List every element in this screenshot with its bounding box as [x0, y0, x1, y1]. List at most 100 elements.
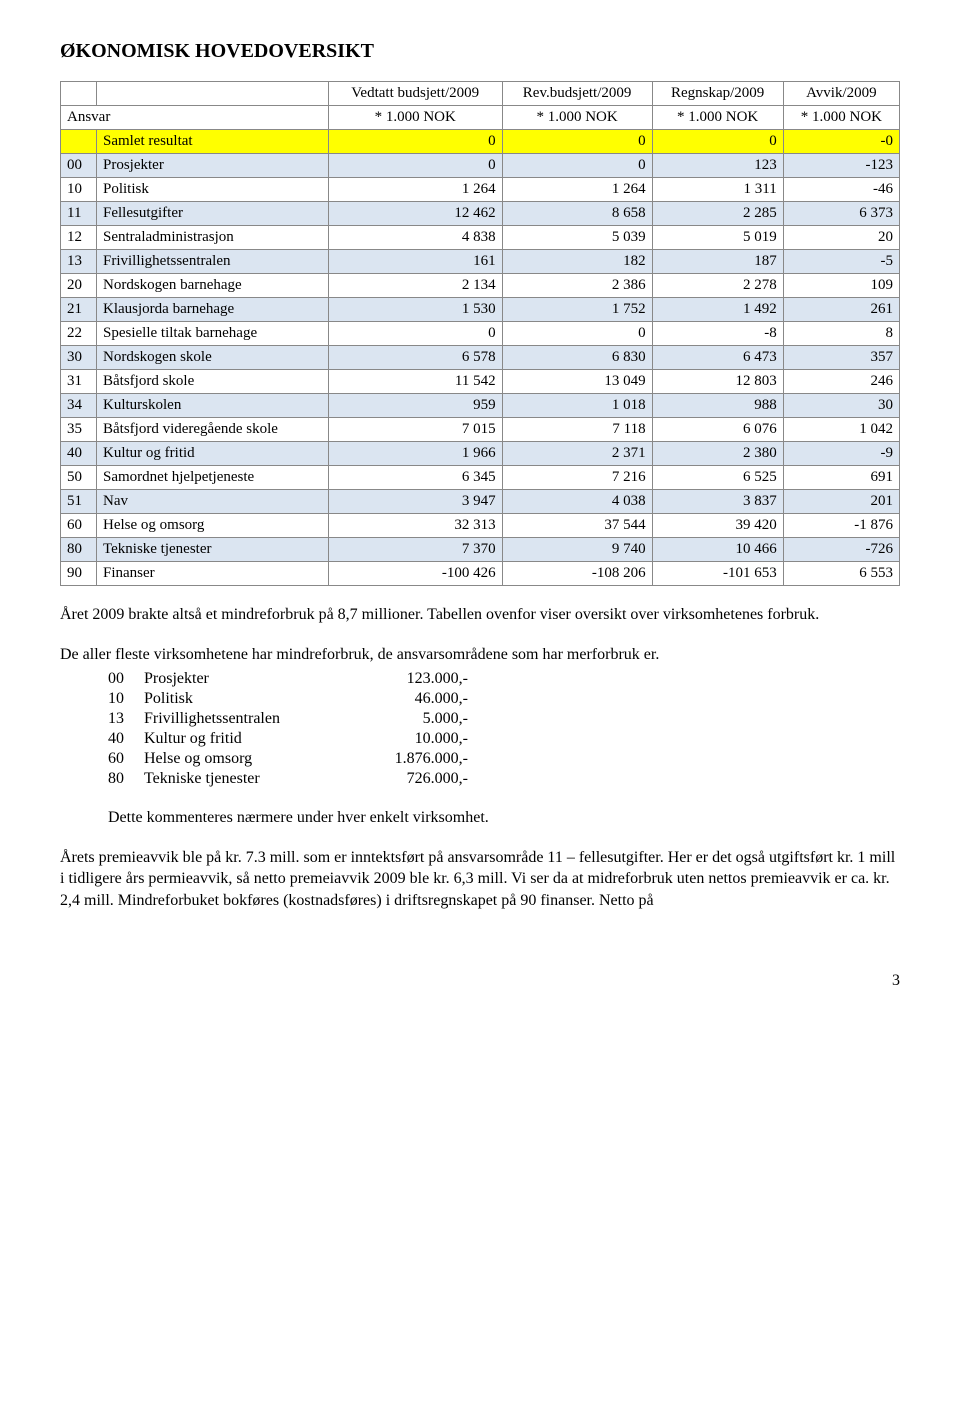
cell-rev: -108 206	[502, 562, 652, 586]
cell-code: 60	[61, 514, 97, 538]
cell-regnskap: 2 380	[652, 442, 783, 466]
cell-vedtatt: 0	[328, 154, 502, 178]
table-row: 50Samordnet hjelpetjeneste6 3457 2166 52…	[61, 466, 900, 490]
cell-rev: 13 049	[502, 370, 652, 394]
cell-regnskap: 1 492	[652, 298, 783, 322]
page-number: 3	[60, 972, 900, 990]
cell-code: 22	[61, 322, 97, 346]
cell-code: 30	[61, 346, 97, 370]
cell-label: Båtsfjord skole	[97, 370, 329, 394]
table-row: 60Helse og omsorg32 31337 54439 420-1 87…	[61, 514, 900, 538]
overrun-amount: 123.000,-	[364, 669, 474, 689]
cell-label: Samlet resultat	[97, 130, 329, 154]
cell-avvik: 6 373	[783, 202, 899, 226]
cell-rev: 1 752	[502, 298, 652, 322]
overrun-code: 00	[108, 669, 144, 689]
cell-regnskap: 123	[652, 154, 783, 178]
cell-code: 13	[61, 250, 97, 274]
th-blank1	[61, 82, 97, 106]
table-row: 10Politisk1 2641 2641 311-46	[61, 178, 900, 202]
cell-vedtatt: 32 313	[328, 514, 502, 538]
cell-vedtatt: 11 542	[328, 370, 502, 394]
cell-avvik: 246	[783, 370, 899, 394]
economic-overview-table: Vedtatt budsjett/2009 Rev.budsjett/2009 …	[60, 81, 900, 586]
cell-rev: 7 118	[502, 418, 652, 442]
cell-regnskap: 12 803	[652, 370, 783, 394]
cell-regnskap: 10 466	[652, 538, 783, 562]
cell-code: 34	[61, 394, 97, 418]
th-unit3: * 1.000 NOK	[328, 106, 502, 130]
overrun-code: 40	[108, 729, 144, 749]
table-row: 80Tekniske tjenester7 3709 74010 466-726	[61, 538, 900, 562]
cell-rev: 37 544	[502, 514, 652, 538]
cell-label: Sentraladministrasjon	[97, 226, 329, 250]
overrun-name: Prosjekter	[144, 669, 364, 689]
cell-label: Politisk	[97, 178, 329, 202]
cell-vedtatt: 2 134	[328, 274, 502, 298]
th-ansvar: Ansvar	[61, 106, 329, 130]
cell-vedtatt: 959	[328, 394, 502, 418]
table-row: 40Kultur og fritid1 9662 3712 380-9	[61, 442, 900, 466]
overrun-name: Frivillighetssentralen	[144, 709, 364, 729]
table-row: Samlet resultat000-0	[61, 130, 900, 154]
cell-label: Prosjekter	[97, 154, 329, 178]
cell-avvik: -726	[783, 538, 899, 562]
cell-code: 12	[61, 226, 97, 250]
overrun-amount: 5.000,-	[364, 709, 474, 729]
cell-regnskap: 988	[652, 394, 783, 418]
table-row: 12Sentraladministrasjon4 8385 0395 01920	[61, 226, 900, 250]
cell-regnskap: -8	[652, 322, 783, 346]
list-item: 00Prosjekter123.000,-	[108, 669, 474, 689]
cell-avvik: 20	[783, 226, 899, 250]
th-unit4: * 1.000 NOK	[502, 106, 652, 130]
th-blank2	[97, 82, 329, 106]
cell-avvik: 109	[783, 274, 899, 298]
cell-rev: 6 830	[502, 346, 652, 370]
cell-regnskap: -101 653	[652, 562, 783, 586]
overrun-name: Politisk	[144, 689, 364, 709]
cell-avvik: 8	[783, 322, 899, 346]
cell-avvik: -46	[783, 178, 899, 202]
paragraph-overrun-intro: De aller fleste virksomhetene har mindre…	[60, 644, 900, 666]
cell-code: 11	[61, 202, 97, 226]
overrun-amount: 10.000,-	[364, 729, 474, 749]
cell-label: Helse og omsorg	[97, 514, 329, 538]
cell-vedtatt: 6 345	[328, 466, 502, 490]
cell-label: Samordnet hjelpetjeneste	[97, 466, 329, 490]
cell-regnskap: 2 285	[652, 202, 783, 226]
cell-label: Nordskogen barnehage	[97, 274, 329, 298]
cell-avvik: 30	[783, 394, 899, 418]
cell-rev: 2 371	[502, 442, 652, 466]
cell-avvik: 6 553	[783, 562, 899, 586]
th-avvik: Avvik/2009	[783, 82, 899, 106]
cell-code: 21	[61, 298, 97, 322]
cell-rev: 182	[502, 250, 652, 274]
cell-code: 90	[61, 562, 97, 586]
paragraph-comment-note: Dette kommenteres nærmere under hver enk…	[108, 807, 900, 829]
cell-avvik: 1 042	[783, 418, 899, 442]
cell-vedtatt: 0	[328, 322, 502, 346]
overrun-code: 10	[108, 689, 144, 709]
cell-label: Kultur og fritid	[97, 442, 329, 466]
paragraph-premieavvik: Årets premieavvik ble på kr. 7.3 mill. s…	[60, 847, 900, 912]
cell-rev: 2 386	[502, 274, 652, 298]
cell-rev: 0	[502, 154, 652, 178]
cell-regnskap: 1 311	[652, 178, 783, 202]
cell-label: Tekniske tjenester	[97, 538, 329, 562]
cell-code: 00	[61, 154, 97, 178]
cell-regnskap: 6 525	[652, 466, 783, 490]
cell-regnskap: 187	[652, 250, 783, 274]
table-row: 22Spesielle tiltak barnehage00-88	[61, 322, 900, 346]
overrun-name: Helse og omsorg	[144, 749, 364, 769]
cell-code	[61, 130, 97, 154]
cell-code: 31	[61, 370, 97, 394]
overrun-amount: 1.876.000,-	[364, 749, 474, 769]
table-row: 35Båtsfjord videregående skole7 0157 118…	[61, 418, 900, 442]
cell-code: 10	[61, 178, 97, 202]
cell-avvik: -9	[783, 442, 899, 466]
table-row: 34Kulturskolen9591 01898830	[61, 394, 900, 418]
list-item: 80Tekniske tjenester726.000,-	[108, 769, 474, 789]
cell-label: Frivillighetssentralen	[97, 250, 329, 274]
cell-label: Kulturskolen	[97, 394, 329, 418]
table-row: 51Nav3 9474 0383 837201	[61, 490, 900, 514]
